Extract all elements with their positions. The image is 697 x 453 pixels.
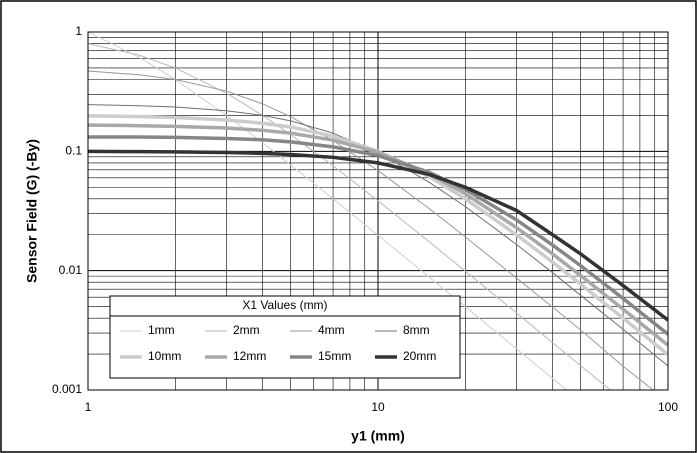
series-line [88, 149, 668, 322]
series-line [88, 43, 612, 390]
legend-label: 4mm [318, 323, 345, 337]
y-tick-label: 1 [75, 24, 82, 38]
series-line [88, 123, 668, 347]
legend-label: 10mm [148, 349, 181, 363]
legend-title-box [109, 295, 461, 317]
legend: X1 Values (mm) 1mm 2mm 4mm 8mm 10mm 12mm 15mm 2… [109, 295, 461, 379]
legend-label: 2mm [233, 323, 260, 337]
legend-label: 12mm [233, 349, 266, 363]
legend-title: X1 Values (mm) [242, 298, 327, 312]
plot-frame [87, 31, 669, 391]
series-lines [88, 32, 668, 390]
legend-label: 15mm [318, 349, 351, 363]
y-axis-title: Sensor Field (G) (-By) [24, 139, 40, 283]
legend-label: 1mm [148, 323, 175, 337]
y-tick-label: 0.01 [59, 263, 83, 277]
x-axis-title: y1 (mm) [351, 428, 405, 444]
legend-label: 8mm [403, 323, 430, 337]
x-tick-label: 100 [658, 400, 678, 414]
y-tick-label: 0.001 [52, 382, 82, 396]
legend-box [109, 315, 461, 379]
y-tick-label: 0.1 [65, 144, 82, 158]
x-tick-label: 10 [371, 400, 385, 414]
series-line [88, 70, 654, 390]
legend-label: 20mm [403, 349, 436, 363]
series-line [88, 32, 568, 390]
x-tick-label: 1 [85, 400, 92, 414]
series-line [88, 135, 668, 336]
